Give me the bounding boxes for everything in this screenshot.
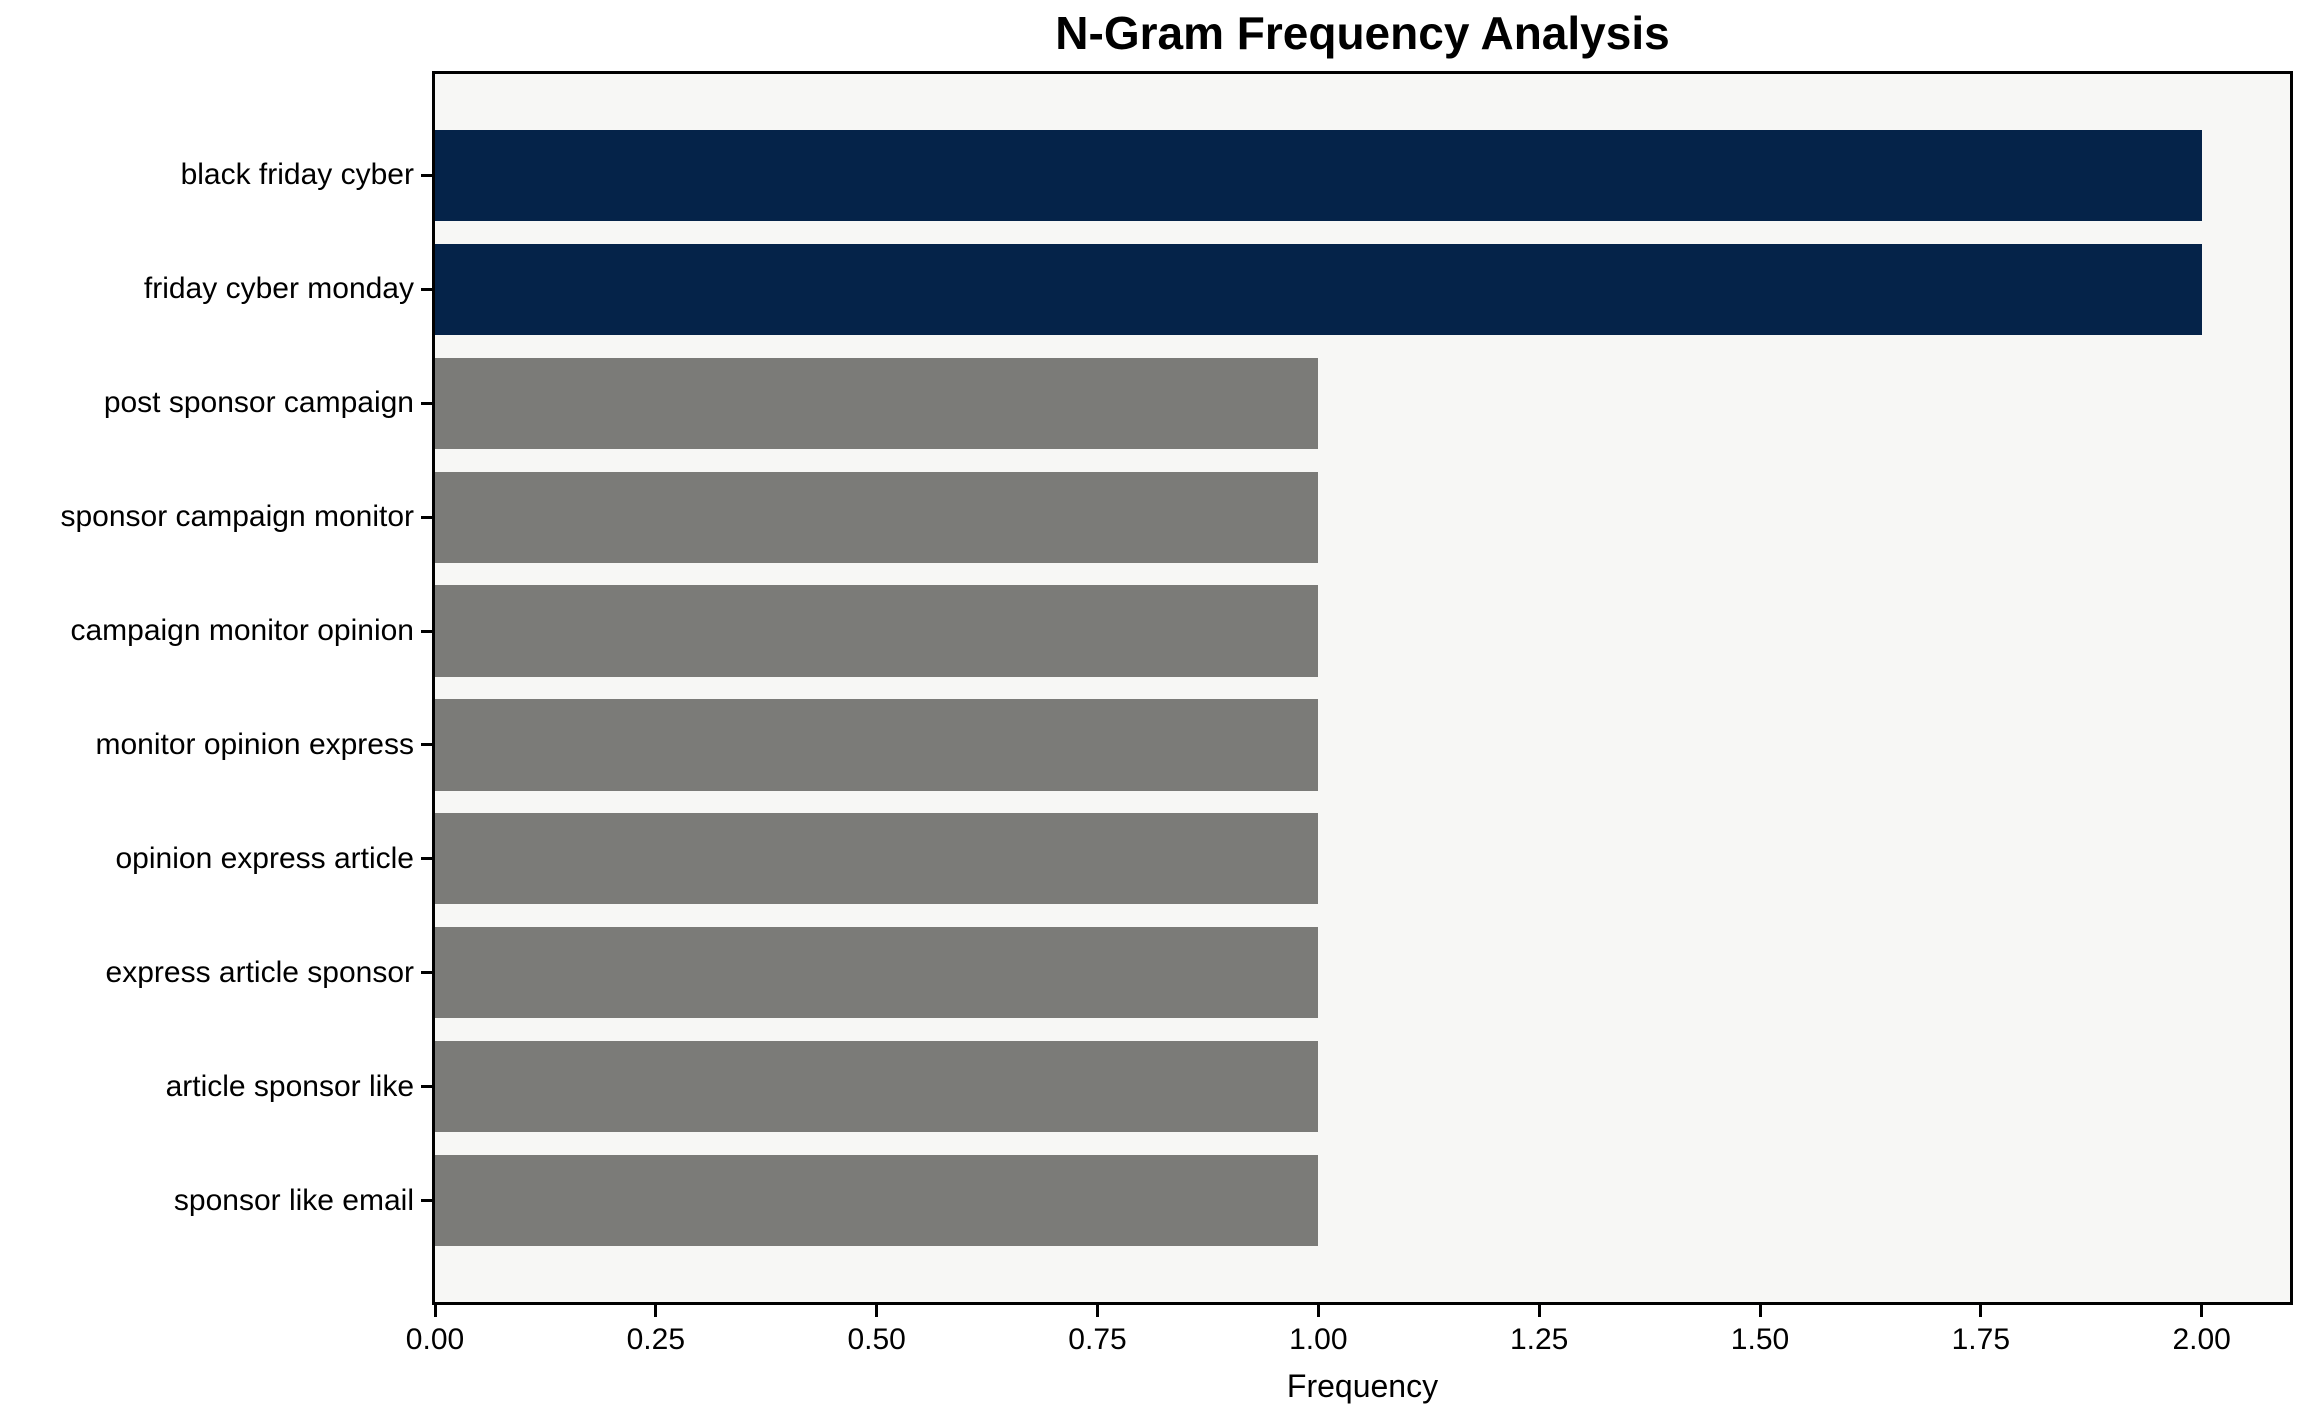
y-tick-label-article-sponsor-like: article sponsor like	[165, 1069, 414, 1103]
y-tick-mark	[421, 743, 432, 747]
x-tick-label-1.50: 1.50	[1730, 1323, 1790, 1356]
bar-article-sponsor-like	[435, 1041, 1319, 1133]
bar-black-friday-cyber	[435, 129, 2202, 221]
y-tick-mark	[421, 515, 432, 519]
y-tick-mark	[421, 173, 432, 177]
y-tick-label-campaign-monitor-opinion: campaign monitor opinion	[70, 614, 414, 648]
x-tick-mark	[2200, 1305, 2204, 1317]
bar-friday-cyber-monday	[435, 243, 2202, 335]
x-tick-label-0.50: 0.50	[847, 1323, 906, 1356]
y-tick-mark	[421, 971, 432, 975]
bar-monitor-opinion-express	[435, 699, 1319, 791]
x-tick-label-1.25: 1.25	[1509, 1323, 1569, 1356]
x-tick-mark	[1758, 1305, 1762, 1317]
x-tick-mark	[1316, 1305, 1320, 1317]
y-tick-label-sponsor-like-email: sponsor like email	[173, 1183, 414, 1217]
bar-sponsor-like-email	[435, 1155, 1319, 1247]
x-axis-title: Frequency	[1286, 1368, 1439, 1404]
x-tick-mark	[654, 1305, 658, 1317]
y-tick-label-monitor-opinion-express: monitor opinion express	[95, 727, 414, 761]
x-tick-label-0.25: 0.25	[626, 1323, 686, 1356]
x-tick-mark	[1537, 1305, 1541, 1317]
x-tick-mark	[433, 1305, 437, 1317]
x-tick-label-1.75: 1.75	[1951, 1323, 2011, 1356]
y-tick-mark	[421, 1085, 432, 1089]
bar-campaign-monitor-opinion	[435, 585, 1319, 677]
bar-post-sponsor-campaign	[435, 357, 1319, 449]
chart-title: N-Gram Frequency Analysis	[1055, 7, 1670, 59]
y-tick-label-friday-cyber-monday: friday cyber monday	[143, 272, 414, 306]
y-tick-mark	[421, 1199, 432, 1203]
bar-opinion-express-article	[435, 813, 1319, 905]
x-tick-label-1.00: 1.00	[1289, 1323, 1348, 1356]
x-tick-label-0.75: 0.75	[1068, 1323, 1127, 1356]
bar-sponsor-campaign-monitor	[435, 471, 1319, 563]
y-tick-label-post-sponsor-campaign: post sponsor campaign	[103, 386, 414, 420]
x-tick-mark	[1096, 1305, 1099, 1317]
y-tick-mark	[421, 857, 432, 861]
bar-express-article-sponsor	[435, 927, 1319, 1019]
y-tick-mark	[421, 287, 432, 291]
x-tick-label-0.00: 0.00	[405, 1323, 465, 1356]
plot-area	[432, 71, 2293, 1305]
x-tick-mark	[1979, 1305, 1983, 1317]
y-tick-mark	[421, 629, 432, 633]
y-tick-label-express-article-sponsor: express article sponsor	[105, 955, 414, 989]
y-tick-mark	[421, 401, 432, 405]
x-tick-mark	[875, 1305, 879, 1317]
y-tick-label-sponsor-campaign-monitor: sponsor campaign monitor	[60, 500, 414, 534]
y-tick-label-opinion-express-article: opinion express article	[115, 841, 415, 875]
y-tick-label-black-friday-cyber: black friday cyber	[180, 158, 414, 192]
x-tick-label-2.00: 2.00	[2172, 1323, 2231, 1356]
